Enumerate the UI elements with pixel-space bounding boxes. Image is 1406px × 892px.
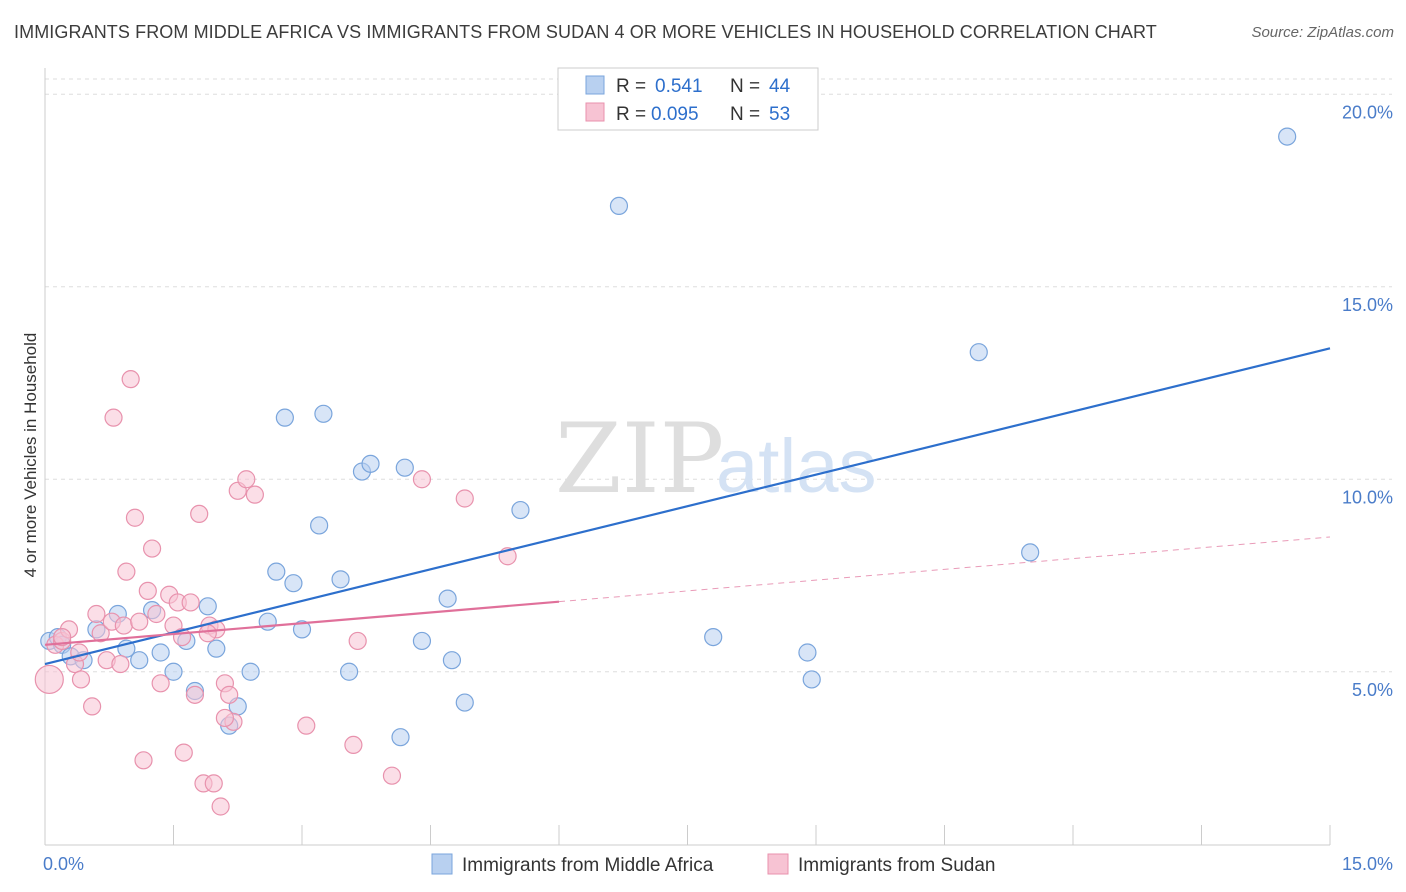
pink-data-point [125, 508, 145, 527]
legend-pink-n-label: N = [730, 104, 760, 125]
pink-trend-line [44, 600, 560, 646]
pink-data-point [245, 485, 264, 504]
legend-blue-r-value: 0.541 [655, 76, 703, 97]
pink-data-point [237, 470, 256, 489]
blue-data-point [438, 589, 457, 608]
blue-trend-line [44, 347, 1331, 666]
pink-data-point [117, 562, 136, 581]
blue-data-point [241, 662, 260, 681]
blue-data-point [609, 196, 629, 215]
pink-data-point [211, 797, 230, 816]
pink-data-point [412, 470, 432, 489]
pink-data-point [151, 674, 170, 693]
trend-lines [44, 347, 1331, 666]
pink-data-point [53, 627, 72, 647]
legend-pink-swatch [585, 102, 605, 122]
pink-data-point [104, 408, 123, 427]
pink-data-point [344, 735, 363, 755]
series-legend: Immigrants from Middle Africa Immigrants… [431, 853, 995, 876]
bottom-legend-pink-label: Immigrants from Sudan [798, 855, 995, 876]
x-tick-label: 0.0% [43, 854, 84, 874]
grid-lines [45, 78, 1392, 673]
blue-data-point [292, 620, 312, 639]
blue-data-point [395, 458, 414, 477]
bottom-legend-pink-swatch [767, 853, 789, 875]
blue-data-point [1278, 127, 1297, 146]
chart-title: IMMIGRANTS FROM MIDDLE AFRICA VS IMMIGRA… [14, 22, 1157, 42]
blue-data-point [198, 597, 217, 616]
pink-data-point [83, 697, 102, 716]
pink-data-point [190, 504, 209, 524]
blue-data-point [798, 643, 817, 662]
legend-pink-r-value: 0.095 [651, 104, 699, 125]
y-tick-label: 10.0% [1342, 487, 1393, 507]
blue-data-point [412, 631, 432, 651]
blue-data-point [704, 627, 723, 647]
pink-data-point [114, 616, 133, 635]
pink-data-point [142, 539, 162, 558]
legend-blue-swatch [585, 75, 605, 95]
pink-data-point [455, 489, 474, 508]
pink-data-point [91, 624, 110, 643]
source-label: Source: ZipAtlas.com [1251, 24, 1394, 41]
blue-data-point [391, 728, 410, 747]
pink-data-point [138, 581, 157, 601]
blue-data-point [455, 693, 474, 712]
y-axis-label: 4 or more Vehicles in Household [21, 333, 40, 578]
legend-pink-n-value: 53 [769, 104, 790, 125]
blue-data-point [267, 562, 286, 581]
bottom-legend-blue-label: Immigrants from Middle Africa [462, 855, 714, 876]
x-tick-label: 15.0% [1342, 854, 1393, 874]
data-points [34, 127, 1297, 816]
legend-pink-r-label: R = [616, 104, 646, 125]
blue-data-point [314, 404, 333, 423]
blue-data-point [164, 662, 183, 681]
blue-data-point [340, 662, 359, 681]
pink-data-point [121, 370, 140, 389]
watermark-zip: ZIP [555, 403, 724, 515]
bottom-legend-blue-swatch [431, 853, 453, 875]
blue-data-point [1021, 543, 1040, 562]
pink-data-point [34, 664, 64, 695]
pink-data-point [204, 774, 223, 793]
blue-data-point [151, 643, 170, 662]
pink-data-point [185, 685, 205, 704]
blue-data-point [511, 500, 530, 520]
blue-data-point [310, 516, 329, 535]
pink-trend-line-extension [558, 536, 1331, 603]
y-tick-label: 20.0% [1342, 102, 1393, 122]
blue-data-point [284, 574, 303, 593]
blue-data-point [207, 639, 226, 658]
pink-data-point [71, 670, 91, 689]
pink-data-point [297, 716, 316, 735]
legend-blue-r-label: R = [616, 76, 646, 97]
blue-data-point [802, 670, 821, 689]
y-tick-label: 5.0% [1352, 680, 1393, 700]
pink-data-point [174, 743, 193, 762]
y-tick-label: 15.0% [1342, 295, 1393, 315]
axes: 5.0% 10.0% 15.0% 20.0% 0.0% 15.0% [43, 68, 1393, 874]
blue-data-point [275, 408, 294, 427]
blue-data-point [331, 570, 350, 589]
pink-data-point [220, 685, 239, 704]
pink-data-point [70, 643, 89, 662]
correlation-legend: R = 0.541 N = 44 R = 0.095 N = 53 [557, 67, 819, 131]
legend-blue-n-value: 44 [769, 76, 791, 97]
pink-data-point [348, 631, 367, 651]
blue-data-point [969, 343, 988, 362]
pink-data-point [87, 604, 106, 624]
pink-data-point [215, 708, 234, 728]
blue-data-point [130, 651, 149, 670]
pink-data-point [147, 604, 166, 624]
pink-data-point [181, 593, 200, 612]
blue-data-point [361, 454, 380, 473]
legend-blue-n-label: N = [730, 76, 760, 97]
pink-data-point [111, 654, 130, 674]
pink-data-point [198, 624, 217, 643]
pink-data-point [382, 766, 402, 785]
blue-data-point [442, 651, 462, 670]
pink-data-point [134, 751, 153, 770]
pink-data-point [130, 612, 149, 631]
